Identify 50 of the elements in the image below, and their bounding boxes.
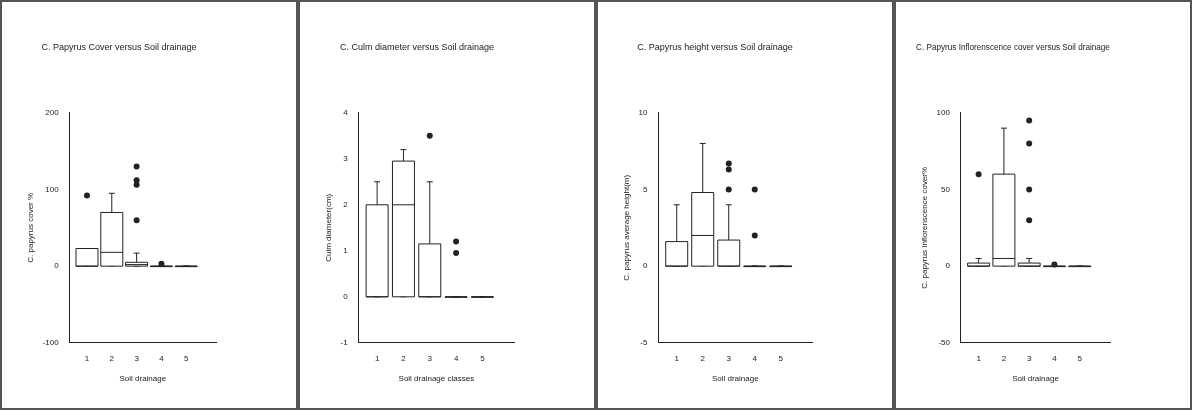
x-tick-label: 3 [134,353,140,363]
x-tick-label: 4 [159,353,165,363]
x-tick-label: 2 [109,353,115,363]
y-axis-title: Culm diameter(cm) [324,193,333,262]
x-axis-title: Soil drainage [711,374,760,384]
x-tick-label: 1 [84,353,90,363]
chart-title: C. Papyrus height versus Soil drainage [637,41,793,52]
x-tick-label: 2 [1001,353,1007,363]
x-tick-label: 2 [401,353,407,363]
y-tick-label: -50 [938,338,951,347]
y-tick-label: 3 [343,154,349,163]
chart-title: C. Papyrus Cover versus Soil drainage [41,41,197,52]
chart-title: C. Culm diameter versus Soil drainage [339,41,495,52]
x-tick-label: 5 [1077,353,1083,363]
x-tick-label: 3 [427,353,433,363]
x-tick-label: 5 [184,353,189,363]
x-tick-label: 4 [1052,353,1058,363]
y-axis-title: C. papyrus cover % [26,192,35,263]
x-tick-label: 3 [1026,353,1032,363]
y-tick-label: 100 [936,108,951,117]
x-tick-label: 5 [480,353,486,363]
x-tick-label: 1 [374,353,380,363]
y-tick-label: 0 [643,261,649,271]
y-axis-title: C. papyrus Inflorenscence cover% [920,166,929,289]
x-tick-label: 1 [674,353,680,363]
y-tick-label: 5 [643,184,649,194]
y-tick-label: -1 [340,338,349,347]
x-tick-label: 4 [453,353,459,363]
chart-title: C. Papyrus Inflorenscence cover versus Soil drainage [916,41,1111,52]
x-axis-title: Soil drainage classes [398,374,475,384]
y-tick-label: 4 [343,108,349,117]
y-axis-title: C. papyrus average height(m) [622,174,631,281]
x-tick-label: 2 [700,353,706,363]
x-tick-label: 5 [778,353,784,363]
x-axis-title: Soil drainage [119,374,167,384]
x-tick-label: 3 [726,353,732,363]
y-tick-label: 100 [45,184,60,194]
x-tick-label: 1 [976,353,982,363]
x-axis-title: Soil drainage [1012,374,1060,384]
y-tick-label: 0 [343,292,349,301]
y-tick-label: -5 [640,338,649,347]
y-tick-label: 2 [343,200,349,209]
y-tick-label: 0 [54,261,60,271]
y-tick-label: 1 [343,246,349,255]
x-tick-label: 4 [752,353,758,363]
y-tick-label: 200 [45,108,60,117]
y-tick-label: 10 [638,108,649,117]
y-tick-label: 0 [945,261,951,271]
y-tick-label: -100 [42,338,60,347]
y-tick-label: 50 [941,184,951,194]
